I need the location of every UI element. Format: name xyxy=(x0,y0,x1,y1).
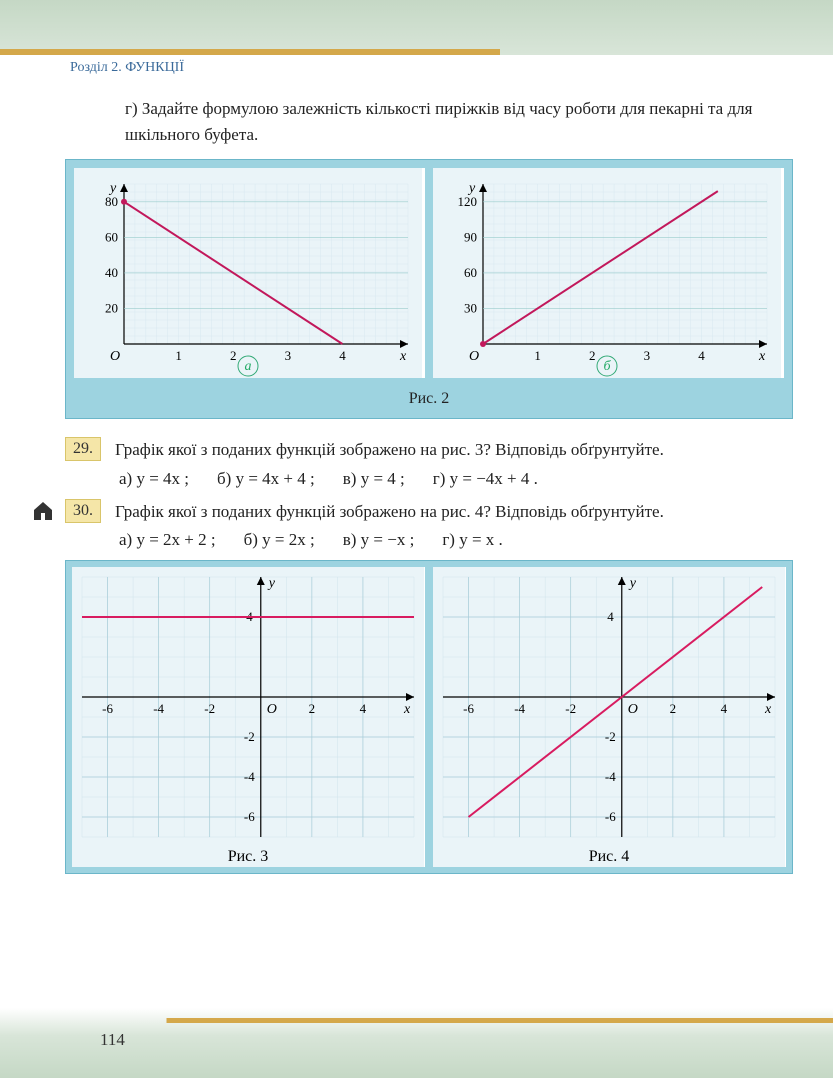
svg-text:60: 60 xyxy=(105,229,118,244)
svg-text:2: 2 xyxy=(589,348,596,363)
svg-text:y: y xyxy=(267,576,276,591)
svg-text:-4: -4 xyxy=(244,769,255,784)
svg-text:-2: -2 xyxy=(605,729,616,744)
svg-text:a: a xyxy=(245,359,252,374)
svg-text:90: 90 xyxy=(464,229,477,244)
svg-text:120: 120 xyxy=(458,194,478,209)
svg-text:-6: -6 xyxy=(463,701,474,716)
page-content: Розділ 2. ФУНКЦІЇ г) Задайте формулою за… xyxy=(65,60,793,892)
p29-opt-b: б) y = 4x + 4 ; xyxy=(217,469,315,489)
svg-text:4: 4 xyxy=(360,701,367,716)
svg-text:2: 2 xyxy=(309,701,316,716)
svg-text:-2: -2 xyxy=(565,701,576,716)
problem-29-text: Графік якої з поданих функцій зображено … xyxy=(115,437,793,463)
p30-opt-a: а) y = 2x + 2 ; xyxy=(119,530,216,550)
svg-text:4: 4 xyxy=(607,609,614,624)
figure-2-panel: 123420406080yxOa 1234306090120yxOб Рис. … xyxy=(65,159,793,419)
svg-text:1: 1 xyxy=(175,348,182,363)
problem-30-text: Графік якої з поданих функцій зображено … xyxy=(115,499,793,525)
p30-opt-v: в) y = −x ; xyxy=(343,530,415,550)
svg-text:O: O xyxy=(628,702,638,717)
svg-text:y: y xyxy=(628,576,637,591)
svg-text:x: x xyxy=(403,702,411,717)
svg-text:O: O xyxy=(267,702,277,717)
p29-opt-g: г) y = −4x + 4 . xyxy=(433,469,538,489)
svg-text:2: 2 xyxy=(670,701,677,716)
fig2-right: 1 2 3 4 30 60 90 120y x Oб xyxy=(433,168,784,378)
svg-text:80: 80 xyxy=(105,194,118,209)
svg-text:60: 60 xyxy=(464,265,477,280)
svg-text:3: 3 xyxy=(285,348,292,363)
svg-text:y: y xyxy=(108,181,117,196)
p29-opt-a: а) y = 4x ; xyxy=(119,469,189,489)
home-icon xyxy=(31,499,55,523)
problem-30: 30. Графік якої з поданих функцій зображ… xyxy=(65,499,793,525)
problem-29: 29. Графік якої з поданих функцій зображ… xyxy=(65,437,793,463)
intro-text: г) Задайте формулою залежність кількості… xyxy=(125,96,793,147)
svg-text:-6: -6 xyxy=(244,809,255,824)
svg-text:-6: -6 xyxy=(102,701,113,716)
page-number: 114 xyxy=(100,1030,125,1050)
svg-text:O: O xyxy=(469,349,479,364)
svg-text:-2: -2 xyxy=(244,729,255,744)
svg-text:4: 4 xyxy=(721,701,728,716)
svg-text:4: 4 xyxy=(698,348,705,363)
problem-29-options: а) y = 4x ; б) y = 4x + 4 ; в) y = 4 ; г… xyxy=(119,469,793,489)
svg-text:Рис. 4: Рис. 4 xyxy=(589,848,630,865)
svg-text:-4: -4 xyxy=(153,701,164,716)
svg-text:-4: -4 xyxy=(514,701,525,716)
section-header: Розділ 2. ФУНКЦІЇ xyxy=(70,60,793,76)
svg-text:-6: -6 xyxy=(605,809,616,824)
svg-text:-4: -4 xyxy=(605,769,616,784)
svg-text:-2: -2 xyxy=(204,701,215,716)
fig2-left: 1 2 3 4 20 40 60 80y x Oa xyxy=(74,168,425,378)
p30-opt-g: г) y = x . xyxy=(442,530,502,550)
fig3: -6-4-2244-2-4-6yxOРис. 3 xyxy=(72,567,425,867)
svg-text:x: x xyxy=(758,349,766,364)
svg-text:4: 4 xyxy=(339,348,346,363)
svg-text:30: 30 xyxy=(464,300,477,315)
figure-3-4-panel: -6 -4 -2 2 4 4 -2 -4 -6 y x O Рис. 3 -6 -4 -2 2 4 4 -2 -4 -6… xyxy=(65,560,793,874)
top-band xyxy=(0,0,833,55)
svg-text:x: x xyxy=(399,349,407,364)
svg-text:Рис. 3: Рис. 3 xyxy=(228,848,269,865)
svg-text:y: y xyxy=(467,181,476,196)
problem-30-options: а) y = 2x + 2 ; б) y = 2x ; в) y = −x ; … xyxy=(119,530,793,550)
svg-text:3: 3 xyxy=(644,348,651,363)
svg-text:20: 20 xyxy=(105,300,118,315)
svg-text:б: б xyxy=(603,359,611,374)
fig4: -6 -4 -2 2 4 4 -2 -4 -6 y x O Рис. 4 xyxy=(433,567,786,867)
svg-text:x: x xyxy=(764,702,772,717)
p29-opt-v: в) y = 4 ; xyxy=(343,469,405,489)
svg-text:2: 2 xyxy=(230,348,237,363)
p30-opt-b: б) y = 2x ; xyxy=(244,530,315,550)
svg-text:1: 1 xyxy=(534,348,541,363)
svg-text:40: 40 xyxy=(105,265,118,280)
fig2-caption: Рис. 2 xyxy=(74,386,784,410)
svg-text:O: O xyxy=(110,349,120,364)
problem-30-num: 30. xyxy=(65,499,101,523)
problem-29-num: 29. xyxy=(65,437,101,461)
